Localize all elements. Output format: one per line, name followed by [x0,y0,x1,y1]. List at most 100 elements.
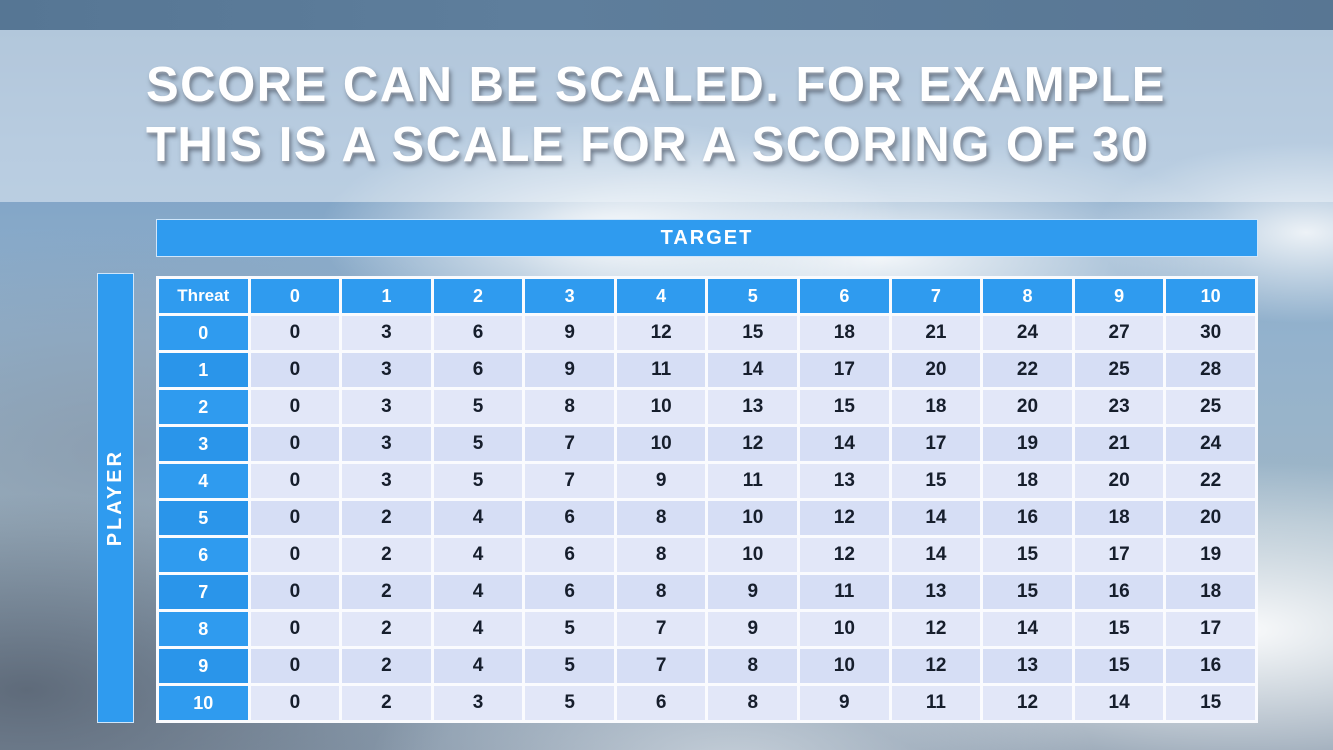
score-cell: 17 [1166,612,1255,646]
score-cell: 13 [891,575,981,609]
score-cell: 7 [525,464,614,498]
col-header: 2 [433,279,523,313]
score-cell: 11 [708,464,798,498]
score-cell: 15 [983,575,1072,609]
score-cell: 3 [342,427,431,461]
score-cell: 8 [616,575,706,609]
score-cell: 0 [250,649,340,683]
score-cell: 9 [708,612,798,646]
score-cell: 8 [616,501,706,535]
score-cell: 4 [433,575,523,609]
score-cell: 25 [1074,353,1164,387]
score-cell: 10 [800,612,889,646]
score-cell: 24 [1166,427,1255,461]
score-cell: 6 [616,686,706,720]
score-cell: 18 [1166,575,1255,609]
table-row: 6 0 2 4 6 8 10 12 14 15 17 19 [159,538,1255,572]
title-band: SCORE CAN BE SCALED. FOR EXAMPLE THIS IS… [0,30,1333,202]
row-header: 6 [159,538,248,572]
score-cell: 7 [616,649,706,683]
score-cell: 6 [525,538,614,572]
score-cell: 11 [616,353,706,387]
score-cell: 18 [983,464,1072,498]
score-cell: 8 [616,538,706,572]
table-head: Threat 0 1 2 3 4 5 6 7 8 9 10 [159,279,1255,313]
score-cell: 2 [342,538,431,572]
score-cell: 17 [1074,538,1164,572]
col-header: 8 [983,279,1072,313]
score-cell: 3 [342,390,431,424]
score-cell: 2 [342,686,431,720]
row-header: 1 [159,353,248,387]
row-header: 0 [159,316,248,350]
col-header: 5 [708,279,798,313]
table-body: 0 0 3 6 9 12 15 18 21 24 27 30 1 0 3 6 9 11 14 17 20 22 25 28 2 0… [159,316,1255,720]
score-cell: 16 [1166,649,1255,683]
table-row: 2 0 3 5 8 10 13 15 18 20 23 25 [159,390,1255,424]
score-cell: 14 [891,538,981,572]
score-cell: 15 [1166,686,1255,720]
score-cell: 4 [433,649,523,683]
score-cell: 9 [616,464,706,498]
score-cell: 7 [525,427,614,461]
table-row: 9 0 2 4 5 7 8 10 12 13 15 16 [159,649,1255,683]
score-cell: 19 [983,427,1072,461]
row-header: 9 [159,649,248,683]
col-header: 7 [891,279,981,313]
score-cell: 0 [250,612,340,646]
title-line-2: THIS IS A SCALE FOR A SCORING OF 30 [146,118,1150,172]
row-header: 4 [159,464,248,498]
score-cell: 21 [1074,427,1164,461]
score-cell: 2 [342,575,431,609]
score-cell: 5 [525,612,614,646]
score-table: Threat 0 1 2 3 4 5 6 7 8 9 10 0 0 3 6 9 12 15 18 21 24 27 30 1 0… [156,276,1258,723]
score-cell: 15 [1074,612,1164,646]
score-cell: 6 [525,501,614,535]
score-cell: 12 [800,538,889,572]
col-header: 6 [800,279,889,313]
score-cell: 2 [342,501,431,535]
score-cell: 18 [891,390,981,424]
score-cell: 12 [983,686,1072,720]
score-cell: 12 [800,501,889,535]
score-cell: 14 [708,353,798,387]
header-row: Threat 0 1 2 3 4 5 6 7 8 9 10 [159,279,1255,313]
score-cell: 24 [983,316,1072,350]
col-header: 10 [1166,279,1255,313]
score-cell: 13 [983,649,1072,683]
score-cell: 16 [1074,575,1164,609]
score-cell: 12 [616,316,706,350]
score-cell: 12 [891,649,981,683]
table-row: 3 0 3 5 7 10 12 14 17 19 21 24 [159,427,1255,461]
score-cell: 17 [800,353,889,387]
score-cell: 19 [1166,538,1255,572]
player-label: PLAYER [104,449,126,547]
score-cell: 14 [891,501,981,535]
score-cell: 0 [250,353,340,387]
table-row: 5 0 2 4 6 8 10 12 14 16 18 20 [159,501,1255,535]
score-cell: 15 [983,538,1072,572]
score-cell: 5 [525,686,614,720]
score-cell: 3 [433,686,523,720]
table-row: 7 0 2 4 6 8 9 11 13 15 16 18 [159,575,1255,609]
score-cell: 13 [708,390,798,424]
score-cell: 4 [433,538,523,572]
score-cell: 20 [891,353,981,387]
score-cell: 28 [1166,353,1255,387]
table-row: 4 0 3 5 7 9 11 13 15 18 20 22 [159,464,1255,498]
score-cell: 14 [983,612,1072,646]
top-strip [0,0,1333,30]
score-cell: 5 [433,464,523,498]
score-cell: 14 [1074,686,1164,720]
score-cell: 3 [342,464,431,498]
col-header: 0 [250,279,340,313]
score-cell: 8 [708,686,798,720]
score-cell: 10 [708,538,798,572]
score-cell: 20 [1074,464,1164,498]
target-label: TARGET [660,226,754,249]
score-cell: 0 [250,686,340,720]
score-cell: 0 [250,427,340,461]
score-cell: 10 [616,390,706,424]
score-cell: 30 [1166,316,1255,350]
